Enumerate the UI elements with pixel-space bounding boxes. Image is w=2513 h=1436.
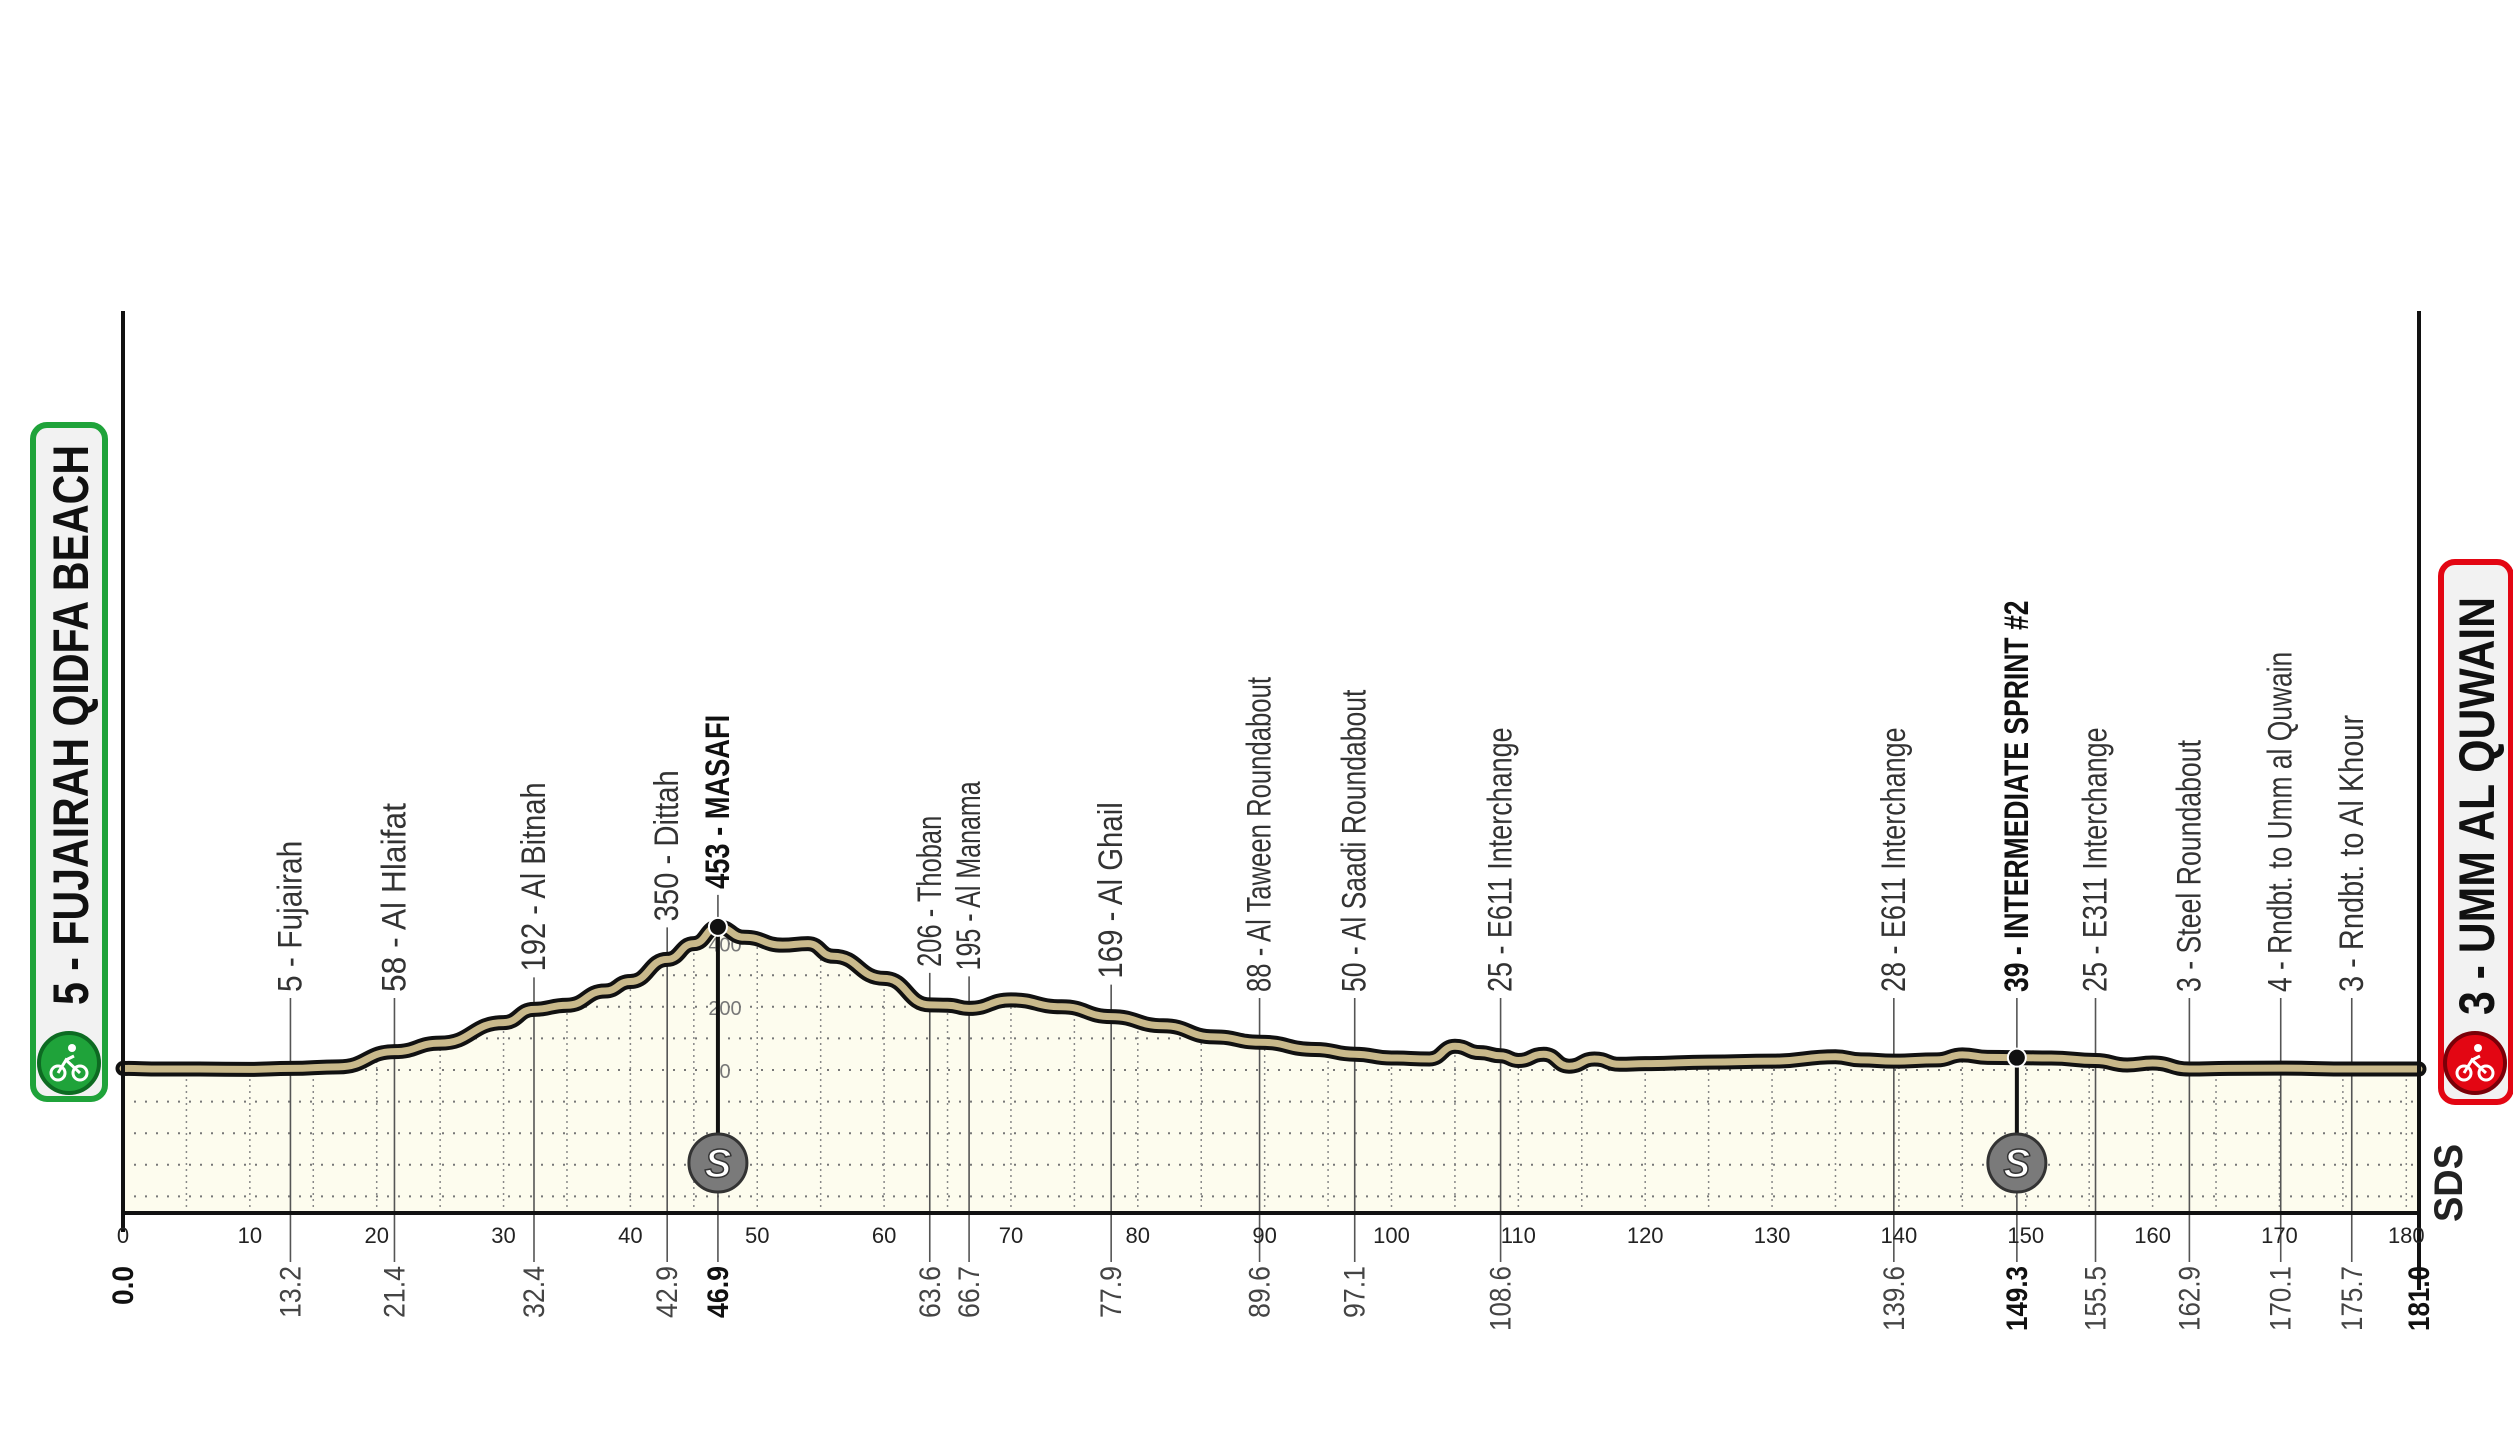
sprint-label: 39 - INTERMEDIATE SPRINT #2 (1998, 601, 2036, 993)
profile-line (119, 923, 2423, 1073)
sds-logo: SDS (2427, 1144, 2471, 1222)
waypoint-km-label: 162.9 (2173, 1266, 2206, 1331)
waypoint-km-label: 42.9 (651, 1266, 684, 1318)
waypoint-label: 350 - Dittah (648, 770, 686, 921)
waypoint-km-label: 139.6 (1878, 1266, 1911, 1331)
sprint-icon-letter: S (2004, 1142, 2031, 1186)
finish-badge: 3 - UMM AL QUWAIN (2438, 559, 2513, 1105)
km-tick-label: 40 (618, 1223, 642, 1248)
km-tick-label: 130 (1754, 1223, 1791, 1248)
elevation-tick-label: 200 (708, 998, 741, 1020)
waypoints: 5 - Fujairah 58 - Al Hlaifat 192 - Al Bitn… (271, 601, 2371, 1194)
km-tick-label: 10 (238, 1223, 262, 1248)
km-tick-label: 180 (2388, 1223, 2425, 1248)
waypoint-km-label: 13.2 (274, 1266, 307, 1318)
km-tick-label: 140 (1881, 1223, 1918, 1248)
km-tick-label: 30 (491, 1223, 515, 1248)
km-tick-label: 90 (1252, 1223, 1276, 1248)
km-tick-label: 20 (364, 1223, 388, 1248)
waypoint-label: 58 - Al Hlaifat (375, 802, 413, 992)
sprint-point (707, 916, 728, 937)
sprint-icon (687, 1132, 749, 1194)
waypoint-label: 88 - Al Taween Roundabout (1241, 677, 1279, 992)
waypoint-km-label: 108.6 (1485, 1266, 1518, 1331)
km-tick-label: 100 (1373, 1223, 1410, 1248)
waypoint-label: 28 - E611 Interchange (1875, 727, 1913, 992)
start-badge: 5 - FUJAIRAH QIDFA BEACH (30, 422, 108, 1102)
waypoint-label: 195 - Al Manama (950, 781, 988, 970)
waypoint-label: 5 - Fujairah (271, 841, 309, 992)
sprint-icon (1986, 1132, 2048, 1194)
km-tick-label: 110 (1501, 1223, 1536, 1248)
km-tick-label: 50 (745, 1223, 769, 1248)
waypoint-km-label: 175.7 (2336, 1266, 2369, 1331)
km-tick-label: 0 (117, 1223, 129, 1248)
waypoint-km-label: 21.4 (378, 1266, 411, 1318)
waypoint-label: 4 - Rndbt. to Umm al Quwain (2262, 652, 2300, 992)
finish-km-label: 181.0 (2403, 1266, 2436, 1331)
waypoint-km-label: 46.9 (702, 1266, 735, 1318)
waypoint-km-label: 66.7 (953, 1266, 986, 1318)
start-km-label: 0.0 (107, 1266, 140, 1305)
km-tick-label: 70 (999, 1223, 1023, 1248)
waypoint-km-label: 170.1 (2265, 1266, 2298, 1331)
waypoint-label: 192 - Al Bitnah (515, 782, 553, 971)
km-tick-label: 80 (1126, 1223, 1150, 1248)
waypoint-label: 25 - E611 Interchange (1482, 727, 1520, 992)
start-label: 5 - FUJAIRAH QIDFA BEACH (43, 445, 99, 1005)
sprint-icon-letter: S (705, 1142, 732, 1186)
waypoint-label: 3 - Steel Roundabout (2170, 740, 2208, 992)
waypoint-label: 169 - Al Ghail (1092, 802, 1130, 978)
axes: 0 10 20 30 40 50 60 70 80 90 100 110 120 130 140 150 160… (107, 311, 2436, 1331)
km-tick-label: 160 (2134, 1223, 2171, 1248)
km-tick-label: 120 (1627, 1223, 1664, 1248)
waypoint-label: 206 - Thoban (911, 816, 949, 967)
waypoint-label: 25 - E311 Interchange (2077, 727, 2115, 992)
km-tick-label: 170 (2261, 1223, 2298, 1248)
sprint-point (2006, 1047, 2027, 1068)
waypoint-km-label: 97.1 (1339, 1266, 1372, 1318)
sprint-label: 453 - MASAFI (699, 715, 737, 889)
elevation-tick-label: 0 (719, 1061, 730, 1083)
waypoint-label: 50 - Al Saadi Roundabout (1336, 689, 1374, 992)
waypoint-km-label: 32.4 (518, 1266, 551, 1318)
waypoint-km-label: 149.3 (2001, 1266, 2034, 1331)
waypoint-km-label: 89.6 (1244, 1266, 1277, 1318)
waypoint-km-label: 155.5 (2080, 1266, 2113, 1331)
km-tick-label: 150 (2007, 1223, 2044, 1248)
waypoint-km-label: 63.6 (914, 1266, 947, 1318)
km-tick-label: 60 (872, 1223, 896, 1248)
waypoint-label: 3 - Rndbt. to Al Khour (2333, 715, 2371, 992)
finish-label: 3 - UMM AL QUWAIN (2449, 597, 2505, 1015)
waypoint-km-label: 77.9 (1095, 1266, 1128, 1318)
